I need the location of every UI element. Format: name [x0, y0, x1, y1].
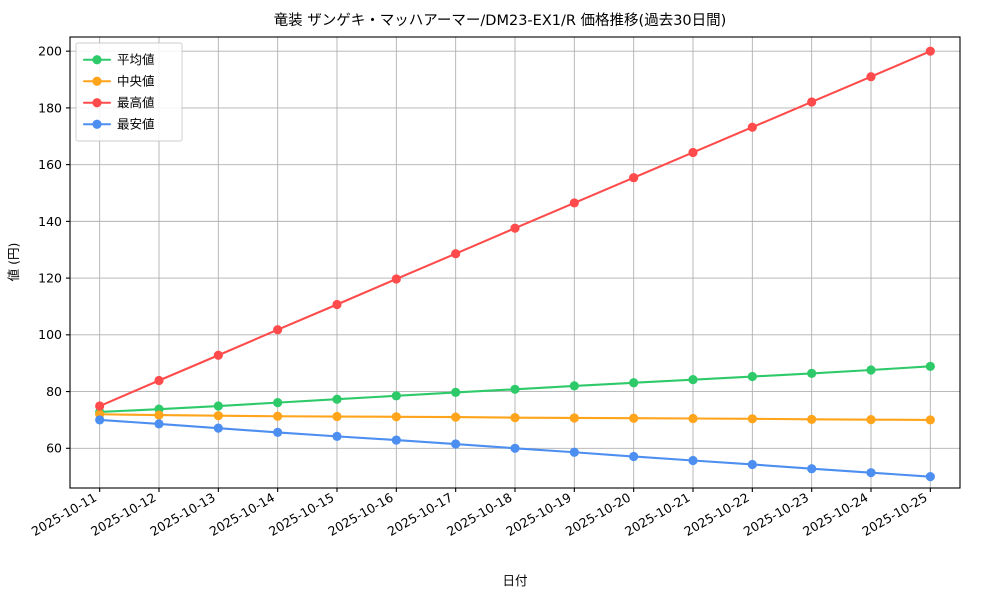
data-point-marker	[629, 451, 639, 462]
legend-swatch-marker	[92, 55, 102, 65]
data-point-marker	[569, 381, 579, 391]
y-axis-label: 値 (円)	[6, 243, 21, 282]
series-最高値	[95, 46, 935, 411]
data-point-marker	[747, 371, 757, 382]
legend-swatch-marker	[92, 98, 102, 108]
data-point-marker	[747, 414, 757, 424]
data-point-marker	[807, 464, 817, 474]
data-point-marker	[866, 415, 876, 425]
data-point-marker	[569, 413, 579, 423]
data-point-marker	[391, 391, 401, 401]
legend-label: 最安値	[117, 117, 155, 132]
y-tick-label: 100	[38, 327, 62, 342]
y-tick-label: 120	[38, 271, 62, 286]
chart-title: 竜装 ザンゲキ・マッハアーマー/DM23-EX1/R 価格推移(過去30日間)	[274, 12, 727, 29]
data-point-marker	[747, 459, 757, 470]
series-最安値	[95, 415, 935, 482]
data-point-marker	[688, 455, 698, 466]
data-point-marker	[629, 173, 639, 183]
data-point-marker	[273, 325, 283, 335]
y-tick-label: 60	[46, 441, 62, 456]
series-layer	[95, 46, 935, 482]
data-point-marker	[451, 387, 461, 398]
data-point-marker	[925, 472, 935, 482]
data-point-marker	[213, 423, 223, 433]
legend-item-中央値[interactable]: 中央値	[82, 74, 155, 89]
legend-item-最高値[interactable]: 最高値	[82, 95, 155, 110]
data-point-marker	[866, 365, 876, 375]
data-point-marker	[451, 412, 461, 422]
data-point-marker	[925, 415, 935, 425]
legend-swatch-marker	[92, 76, 102, 86]
data-point-marker	[332, 411, 342, 422]
data-point-marker	[273, 411, 283, 421]
legend-background	[75, 42, 183, 142]
series-平均値	[95, 361, 935, 417]
data-point-marker	[332, 299, 342, 310]
data-point-marker	[391, 435, 401, 445]
plot-area-frame	[69, 36, 961, 489]
data-point-marker	[95, 415, 105, 425]
y-tick-label: 200	[38, 44, 62, 59]
data-point-marker	[866, 72, 876, 82]
data-point-marker	[510, 443, 520, 453]
legend-label: 最高値	[117, 95, 155, 110]
data-point-marker	[688, 375, 698, 385]
data-point-marker	[747, 122, 757, 132]
data-point-marker	[925, 46, 935, 56]
data-point-marker	[391, 412, 401, 422]
data-point-marker	[688, 147, 698, 158]
y-tick-label: 80	[46, 384, 62, 399]
y-tick-label: 160	[38, 157, 62, 172]
data-point-marker	[273, 398, 283, 408]
data-point-marker	[154, 419, 164, 429]
data-point-marker	[451, 439, 461, 449]
legend-item-平均値[interactable]: 平均値	[82, 52, 155, 67]
data-point-marker	[569, 198, 579, 208]
legend-swatch-marker	[92, 119, 102, 129]
data-point-marker	[629, 378, 639, 388]
data-point-marker	[807, 97, 817, 107]
data-point-marker	[688, 413, 698, 424]
data-point-marker	[213, 401, 223, 411]
legend-label: 中央値	[117, 74, 155, 89]
y-tick-label: 140	[38, 214, 62, 229]
legend-item-最安値[interactable]: 最安値	[82, 117, 155, 132]
x-axis-label: 日付	[502, 573, 527, 588]
data-point-marker	[273, 427, 283, 438]
data-point-marker	[213, 350, 223, 360]
data-point-marker	[95, 401, 105, 411]
data-point-marker	[510, 223, 520, 233]
data-point-marker	[569, 447, 579, 457]
data-point-marker	[925, 361, 935, 371]
data-point-marker	[510, 413, 520, 423]
data-point-marker	[154, 410, 164, 420]
series-中央値	[95, 409, 935, 425]
data-point-marker	[451, 249, 461, 259]
data-point-marker	[807, 368, 817, 379]
data-point-marker	[154, 375, 164, 386]
data-point-marker	[213, 411, 223, 421]
data-point-marker	[866, 468, 876, 478]
data-point-marker	[510, 384, 520, 394]
data-point-marker	[629, 413, 639, 423]
data-point-marker	[391, 274, 401, 284]
y-axis-ticks: 60 80 100 120 140 160 180 200	[38, 44, 70, 456]
data-point-marker	[332, 394, 342, 404]
data-point-marker	[807, 414, 817, 424]
y-tick-label: 180	[38, 100, 62, 115]
data-point-marker	[332, 431, 342, 441]
legend-label: 平均値	[117, 52, 155, 67]
